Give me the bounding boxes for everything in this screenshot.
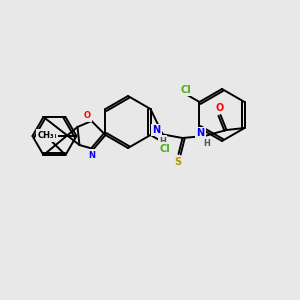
Text: H: H: [159, 136, 166, 146]
Text: Cl: Cl: [180, 85, 191, 95]
Text: Cl: Cl: [160, 143, 171, 154]
Text: O: O: [84, 112, 91, 121]
Text: S: S: [174, 157, 181, 167]
Text: CH₃: CH₃: [37, 130, 54, 140]
Text: H: H: [203, 139, 210, 148]
Text: CH₃: CH₃: [40, 131, 57, 140]
Text: O: O: [215, 103, 223, 113]
Text: N: N: [152, 125, 160, 135]
Text: N: N: [88, 151, 95, 160]
Text: N: N: [196, 128, 205, 138]
